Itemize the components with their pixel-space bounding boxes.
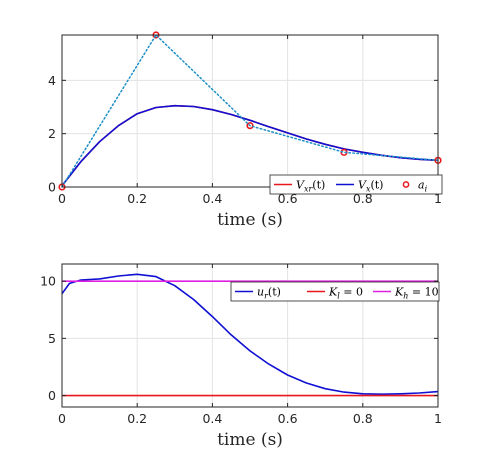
- x-tick-label: 0.2: [127, 411, 147, 426]
- x-tick-label: 0.8: [353, 191, 373, 206]
- x-tick-label: 0.4: [202, 411, 222, 426]
- legend-box: [230, 281, 440, 302]
- y-tick-label: 10: [40, 274, 56, 289]
- x-tick-label: 0: [58, 191, 66, 206]
- y-tick-label: 2: [48, 126, 56, 141]
- y-tick-label: 5: [48, 331, 56, 346]
- legend-marker: [402, 181, 410, 188]
- legend-box: [269, 174, 443, 195]
- legend-label: Vx(t): [358, 179, 383, 194]
- series-line: [61, 273, 439, 396]
- legend: ur(t) Kl = 0 Kh = 10: [230, 281, 440, 302]
- x-tick-label: 0.8: [353, 411, 373, 426]
- series-line: [61, 104, 439, 187]
- legend-label: Kh = 10: [394, 286, 439, 301]
- legend: Vxr(t) Vx(t) ai: [269, 174, 443, 195]
- axes-frame: [61, 263, 439, 408]
- x-tick-label: 0.6: [278, 191, 298, 206]
- x-axis-label: time (s): [217, 430, 283, 450]
- series-line: [61, 34, 439, 188]
- axes-frame: [61, 34, 439, 188]
- x-tick-label: 0.2: [127, 191, 147, 206]
- x-axis-label: time (s): [217, 210, 283, 230]
- y-tick-label: 0: [48, 388, 56, 403]
- x-tick-label: 0.4: [202, 191, 222, 206]
- legend-label: Vxr(t): [296, 179, 325, 194]
- x-tick-label: 0: [58, 411, 66, 426]
- y-tick-label: 0: [48, 180, 56, 195]
- x-tick-label: 1: [434, 191, 442, 206]
- data-point-marker: [246, 122, 254, 130]
- legend-label: ur(t): [257, 286, 281, 301]
- x-tick-label: 0.6: [278, 411, 298, 426]
- plot-area: [62, 35, 438, 187]
- y-tick-label: 4: [48, 73, 56, 88]
- chart-panel-1: 0 0.2 0.4 0.6 0.8 1 0 2 4 time (s) Vxr(t) Vx(t) ai: [48, 31, 443, 230]
- legend-label: Kl = 0: [328, 286, 363, 301]
- x-tick-label: 1: [434, 411, 442, 426]
- legend-label: ai: [418, 179, 428, 194]
